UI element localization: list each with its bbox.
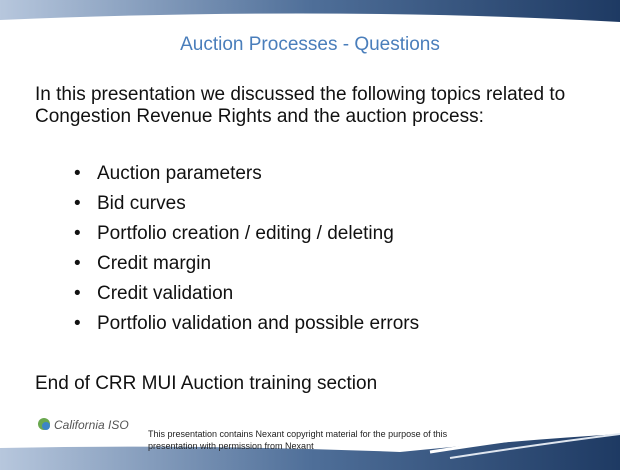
top-band <box>0 0 620 22</box>
footer-note: This presentation contains Nexant copyri… <box>148 429 448 451</box>
intro-text: In this presentation we discussed the fo… <box>35 84 566 127</box>
bullet-item: Portfolio creation / editing / deleting <box>74 223 419 253</box>
slide-title: Auction Processes - Questions <box>180 34 440 55</box>
bullet-item: Portfolio validation and possible errors <box>74 313 419 343</box>
bottom-band <box>0 434 620 470</box>
bullet-item: Bid curves <box>74 193 419 223</box>
closing-text: End of CRR MUI Auction training section <box>35 373 378 394</box>
bullet-item: Credit validation <box>74 283 419 313</box>
swoosh <box>429 424 620 454</box>
logo-icon <box>42 422 50 430</box>
bullet-list: Auction parametersBid curvesPortfolio cr… <box>74 163 419 343</box>
logo-text: California ISO <box>54 418 129 432</box>
bullet-item: Auction parameters <box>74 163 419 193</box>
swoosh <box>449 433 620 459</box>
bullet-item: Credit margin <box>74 253 419 283</box>
